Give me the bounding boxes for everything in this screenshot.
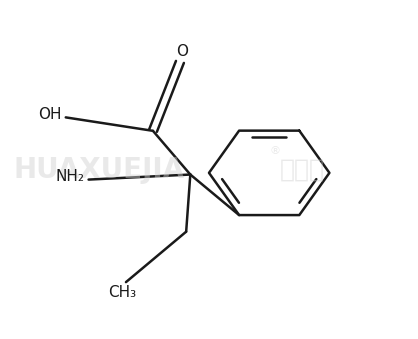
- Text: HUAXUEJIA: HUAXUEJIA: [14, 156, 185, 183]
- Text: NH₂: NH₂: [56, 169, 84, 184]
- Text: CH₃: CH₃: [108, 285, 136, 300]
- Text: O: O: [176, 43, 188, 59]
- Text: 化学加: 化学加: [280, 158, 325, 181]
- Text: ®: ®: [269, 146, 280, 156]
- Text: OH: OH: [38, 106, 61, 121]
